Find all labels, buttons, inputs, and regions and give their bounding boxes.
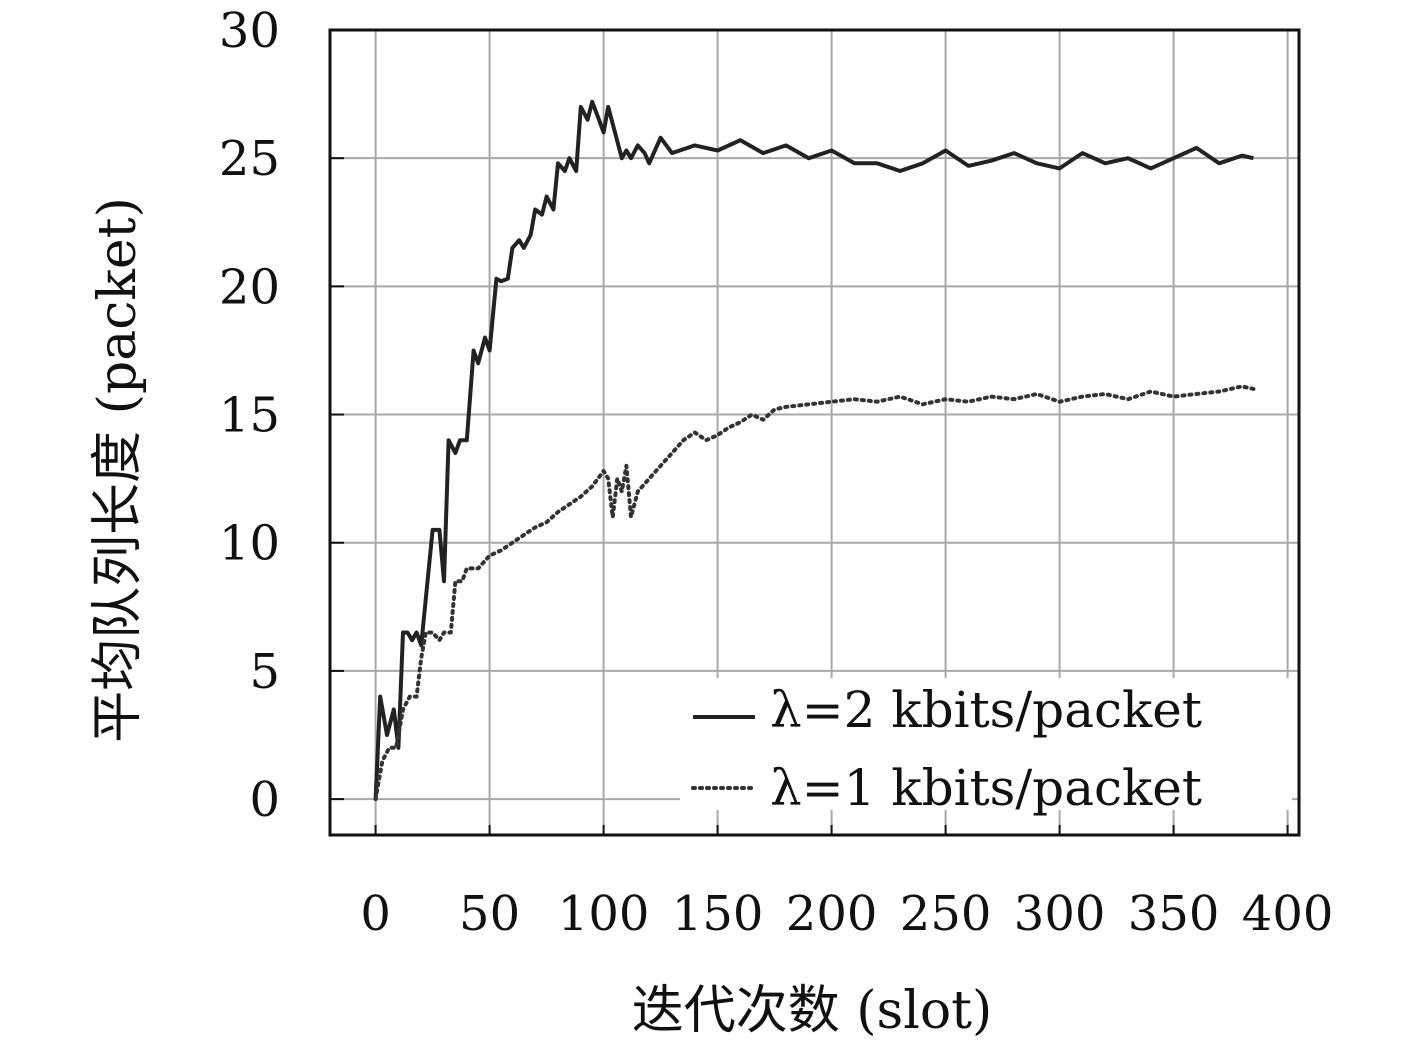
series-layer bbox=[373, 99, 1256, 802]
x-tick-label: 350 bbox=[1128, 886, 1220, 942]
x-axis-ticks: 0 50 100 150 200 250 300 350 400 bbox=[360, 825, 1333, 942]
y-tick-label: 20 bbox=[219, 259, 280, 315]
x-tick-label: 300 bbox=[1014, 886, 1106, 942]
x-axis-label: 迭代次数 (slot) bbox=[632, 981, 993, 1041]
y-tick-label: 0 bbox=[249, 772, 280, 828]
x-tick-label: 150 bbox=[672, 886, 764, 942]
y-tick-label: 5 bbox=[249, 644, 280, 700]
x-tick-label: 50 bbox=[459, 886, 520, 942]
legend-background bbox=[680, 678, 1292, 810]
y-tick-label: 10 bbox=[219, 516, 280, 572]
x-tick-label: 0 bbox=[360, 886, 391, 942]
x-tick-label: 100 bbox=[558, 886, 650, 942]
legend-label-series-2: λ=1 kbits/packet bbox=[770, 759, 1202, 817]
series-line-1 bbox=[373, 99, 1254, 800]
x-tick-label: 400 bbox=[1242, 886, 1334, 942]
y-tick-label: 15 bbox=[219, 388, 280, 444]
legend: λ=2 kbits/packet λ=1 kbits/packet bbox=[680, 678, 1292, 817]
grid-lines bbox=[330, 30, 1299, 835]
y-axis-ticks: 0 5 10 15 20 25 30 bbox=[219, 3, 344, 828]
series-line-2 bbox=[373, 384, 1256, 802]
y-axis-label: 平均队列长度 (packet) bbox=[88, 197, 148, 743]
legend-label-series-1: λ=2 kbits/packet bbox=[770, 681, 1202, 739]
x-tick-label: 200 bbox=[786, 886, 878, 942]
x-tick-label: 250 bbox=[900, 886, 992, 942]
y-tick-label: 30 bbox=[219, 3, 280, 59]
y-tick-label: 25 bbox=[219, 131, 280, 187]
plot-frame bbox=[328, 28, 1301, 837]
